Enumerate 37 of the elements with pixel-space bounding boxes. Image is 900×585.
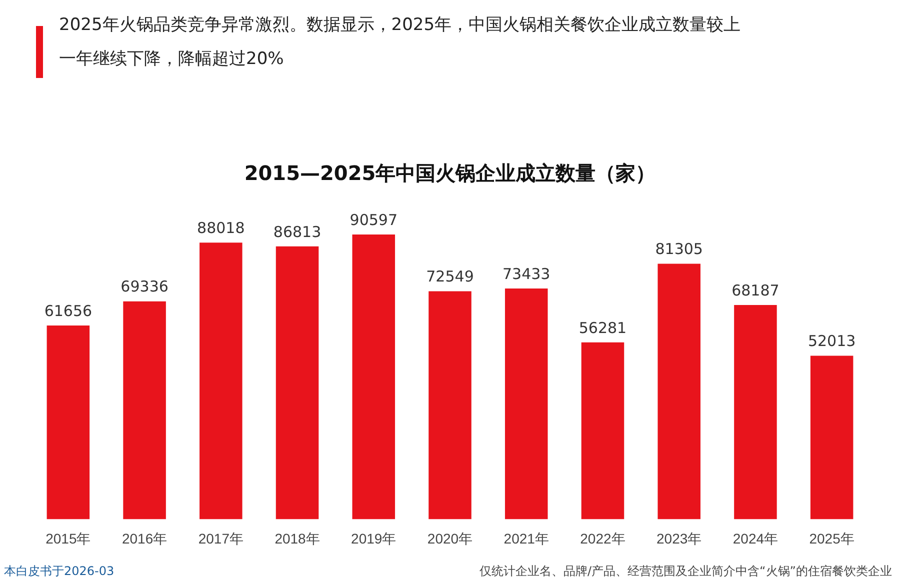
data-label: 56281 [578, 318, 627, 337]
chart-title: 2015—2025年中国火锅企业成立数量（家） [243, 160, 657, 187]
text: 本白皮书于2026-03 [4, 563, 114, 580]
bar [123, 301, 166, 520]
x-tick-label: 2018年 [274, 530, 320, 546]
data-label: 88018 [197, 219, 245, 238]
x-tick-label: 2019年 [351, 530, 396, 546]
bar [352, 234, 396, 520]
x-tick-label: 2022年 [580, 530, 626, 546]
x-tick-label: 2020年 [427, 530, 473, 546]
x-tick-label: 2015年 [46, 530, 91, 546]
x-tick-label: 2021年 [504, 530, 549, 546]
bar [581, 342, 624, 520]
data-label: 69336 [120, 278, 168, 296]
x-tick-label: 2024年 [732, 530, 778, 546]
data-label: 52013 [808, 332, 856, 350]
x-tick-label: 2016年 [122, 530, 168, 546]
data-label: 86813 [273, 222, 322, 241]
bar [428, 291, 472, 520]
bar [734, 304, 777, 520]
data-label: 90597 [350, 210, 398, 229]
bar [276, 246, 319, 520]
bar [200, 242, 242, 520]
bar [504, 288, 548, 520]
data-label: 73433 [502, 264, 550, 283]
chart-subtitle: 2025年火锅品类竞争异常激烈。数据显示，2025年，中国火锅相关餐饮企业成立数量较上一年继续下降，降幅超过20% [59, 14, 742, 71]
data-label: 81305 [655, 240, 703, 258]
bar [46, 325, 90, 520]
x-tick-label: 2025年 [809, 530, 854, 546]
x-tick-label: 2023年 [656, 530, 702, 546]
data-label: 72549 [426, 268, 474, 286]
data-label: 61656 [44, 302, 92, 320]
text: 仅统计企业名、品牌/产品、经营范围及企业简介中含“火锅”的住宿餐饮类企业 [480, 563, 892, 580]
bar [810, 356, 854, 520]
bar [658, 264, 700, 520]
x-tick-label: 2017年 [198, 530, 244, 546]
data-label: 68187 [732, 281, 780, 300]
